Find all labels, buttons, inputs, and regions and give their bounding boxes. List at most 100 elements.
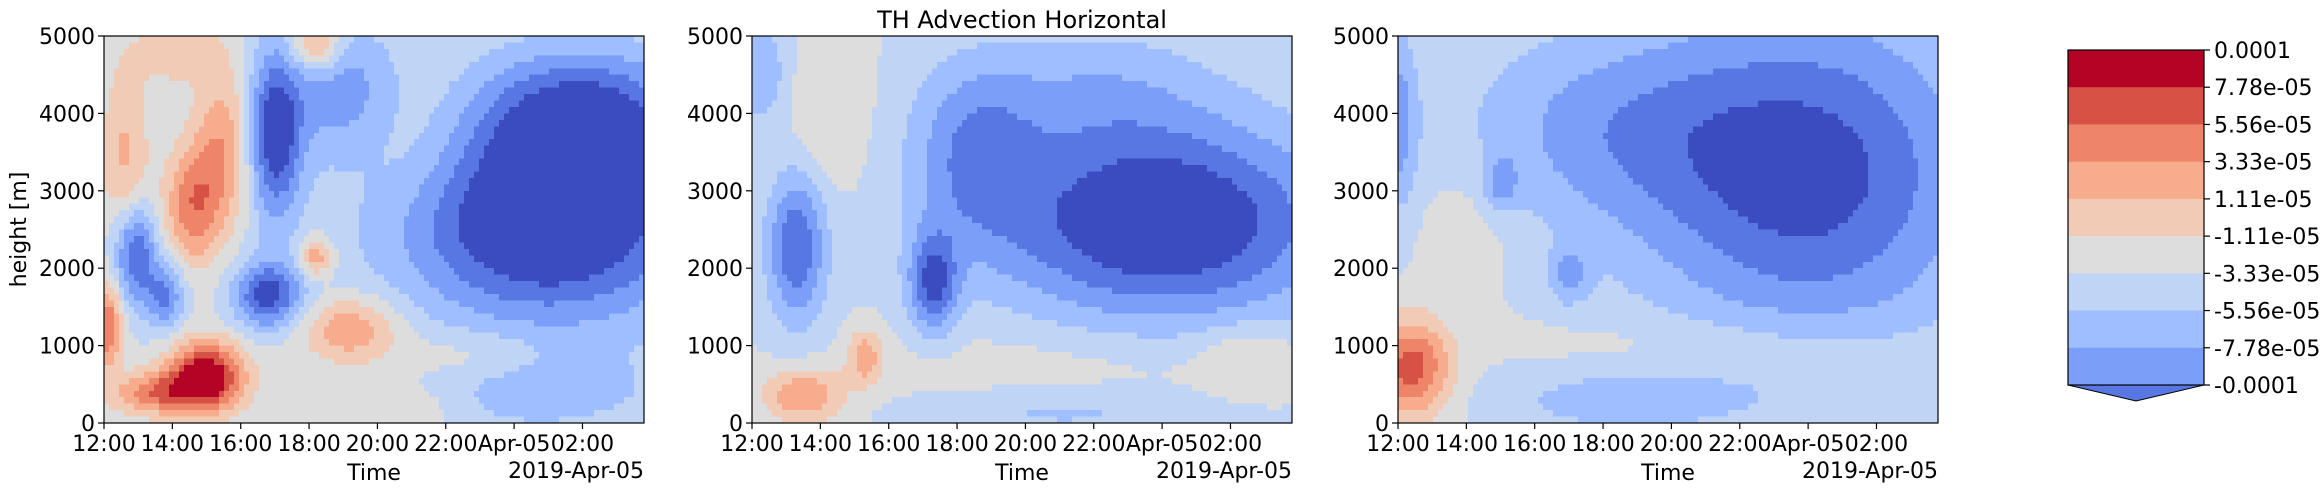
heatmap-cell	[224, 100, 230, 108]
heatmap-cell	[319, 403, 325, 411]
heatmap-cell	[404, 306, 410, 314]
heatmap-cell	[284, 319, 290, 327]
heatmap-cell	[159, 197, 165, 205]
heatmap-cell	[239, 203, 245, 211]
heatmap-cell	[424, 377, 430, 385]
heatmap-cell	[254, 100, 260, 108]
heatmap-cell	[454, 287, 460, 295]
heatmap-cell	[494, 229, 500, 237]
heatmap-cell	[204, 171, 210, 179]
heatmap-cell	[259, 358, 265, 366]
heatmap-cell	[499, 119, 505, 127]
heatmap-cell	[439, 171, 445, 179]
heatmap-cell	[144, 197, 150, 205]
heatmap-cell	[154, 371, 160, 379]
heatmap-cell	[389, 113, 395, 121]
heatmap-cell	[119, 339, 125, 347]
heatmap-cell	[274, 306, 280, 314]
heatmap-cell	[254, 94, 260, 102]
heatmap-cell	[349, 36, 355, 44]
heatmap-cell	[129, 42, 135, 50]
heatmap-cell	[439, 352, 445, 360]
heatmap-cell	[104, 313, 110, 321]
heatmap-cell	[329, 94, 335, 102]
heatmap-cell	[134, 255, 140, 263]
heatmap-cell	[409, 281, 415, 289]
heatmap-cell	[294, 158, 300, 166]
heatmap-cell	[499, 384, 505, 392]
heatmap-cell	[359, 216, 365, 224]
heatmap-cell	[429, 203, 435, 211]
heatmap-cell	[134, 274, 140, 282]
heatmap-cell	[384, 281, 390, 289]
heatmap-cell	[249, 145, 255, 153]
heatmap-cell	[329, 384, 335, 392]
heatmap-cell	[164, 139, 170, 147]
heatmap-cell	[214, 55, 220, 63]
heatmap-cell	[459, 139, 465, 147]
heatmap-cell	[119, 171, 125, 179]
heatmap-cell	[404, 390, 410, 398]
heatmap-cell	[179, 36, 185, 44]
heatmap-cell	[244, 410, 250, 418]
heatmap-cell	[224, 339, 230, 347]
heatmap-cell	[359, 326, 365, 334]
heatmap-cell	[424, 352, 430, 360]
heatmap-cell	[304, 100, 310, 108]
heatmap-cell	[489, 152, 495, 160]
heatmap-cell	[209, 274, 215, 282]
heatmap-cell	[219, 403, 225, 411]
heatmap-cell	[429, 352, 435, 360]
heatmap-cell	[279, 300, 285, 308]
heatmap-cell	[234, 248, 240, 256]
heatmap-cell	[109, 255, 115, 263]
heatmap-cell	[474, 300, 480, 308]
heatmap-cell	[234, 139, 240, 147]
heatmap-cell	[154, 416, 160, 424]
heatmap-cell	[414, 158, 420, 166]
heatmap-cell	[499, 371, 505, 379]
heatmap-cell	[259, 274, 265, 282]
heatmap-cell	[304, 197, 310, 205]
heatmap-cell	[424, 403, 430, 411]
heatmap-cell	[179, 384, 185, 392]
heatmap-cell	[209, 248, 215, 256]
heatmap-cell	[384, 352, 390, 360]
heatmap-cell	[184, 158, 190, 166]
heatmap-cell	[224, 300, 230, 308]
heatmap-cell	[154, 339, 160, 347]
heatmap-cell	[139, 416, 145, 424]
heatmap-cell	[469, 287, 475, 295]
heatmap-cell	[254, 158, 260, 166]
heatmap-cell	[409, 210, 415, 218]
heatmap-cell	[424, 235, 430, 243]
heatmap-cell	[159, 68, 165, 76]
heatmap-cell	[339, 319, 345, 327]
heatmap-cell	[269, 61, 275, 69]
heatmap-cell	[479, 410, 485, 418]
heatmap-cell	[244, 184, 250, 192]
heatmap-cell	[399, 274, 405, 282]
heatmap-cell	[219, 61, 225, 69]
heatmap-cell	[164, 184, 170, 192]
heatmap-cell	[314, 268, 320, 276]
heatmap-cell	[254, 210, 260, 218]
heatmap-cell	[159, 416, 165, 424]
heatmap-cell	[109, 306, 115, 314]
heatmap-cell	[124, 171, 130, 179]
heatmap-cell	[179, 326, 185, 334]
heatmap-cell	[209, 235, 215, 243]
heatmap-cell	[384, 300, 390, 308]
heatmap-cell	[209, 255, 215, 263]
heatmap-cell	[309, 255, 315, 263]
heatmap-cell	[204, 177, 210, 185]
heatmap-cell	[454, 377, 460, 385]
heatmap-cell	[194, 203, 200, 211]
heatmap-cell	[274, 106, 280, 114]
heatmap-cell	[239, 87, 245, 95]
heatmap-cell	[274, 300, 280, 308]
heatmap-cell	[264, 261, 270, 269]
heatmap-cell	[389, 294, 395, 302]
heatmap-cell	[424, 313, 430, 321]
heatmap-cell	[334, 177, 340, 185]
